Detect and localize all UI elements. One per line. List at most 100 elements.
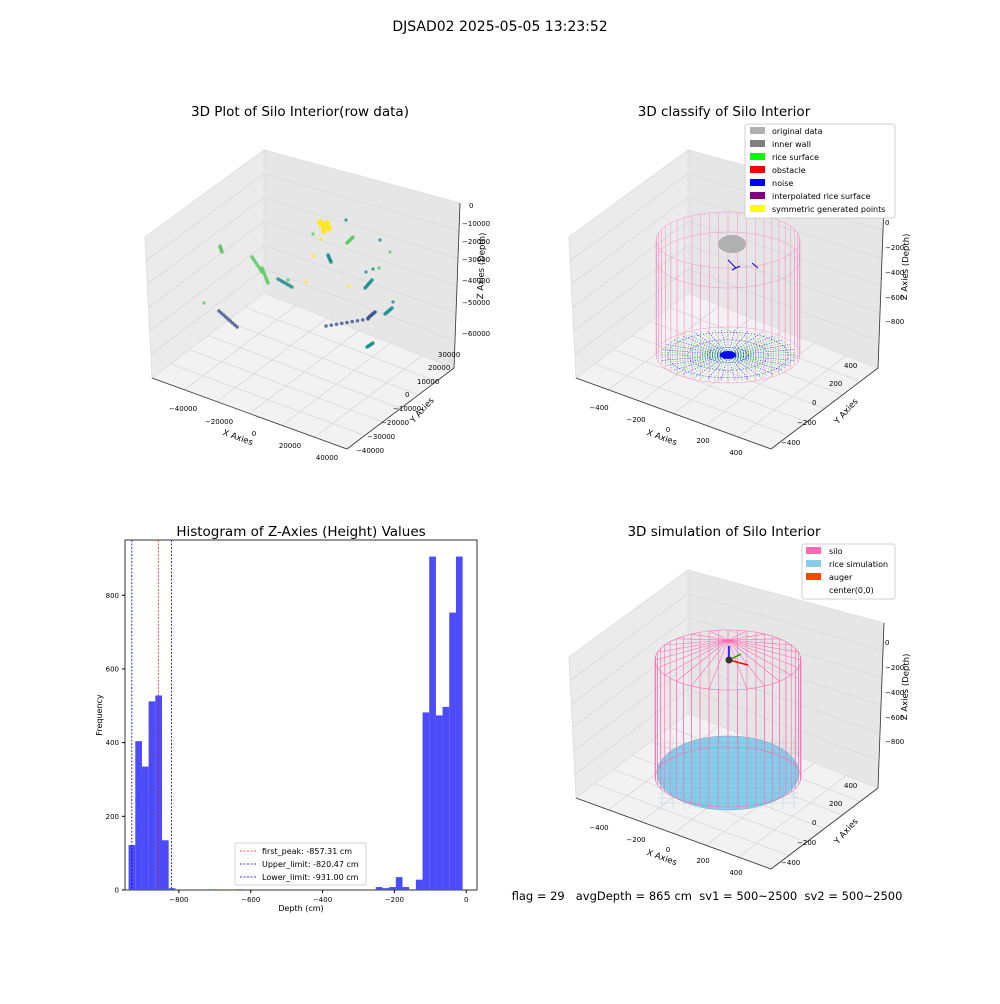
histogram-bar — [409, 889, 416, 890]
z-axis-label: Z Axies (Depth) — [476, 232, 488, 299]
y-tick-label: 200 — [829, 800, 842, 808]
y-tick-label: 0 — [405, 391, 409, 399]
y-tick-label: 30000 — [438, 351, 460, 359]
y-tick-label: 0 — [812, 399, 816, 407]
histogram-ylabel: Frequency — [95, 694, 104, 736]
histogram-bar — [141, 766, 149, 890]
x-tick-label: −400 — [589, 404, 608, 412]
x-tick-label: 400 — [729, 869, 742, 877]
z-tick-label: −60000 — [462, 330, 490, 338]
histogram-bar — [402, 887, 410, 890]
legend-label: symmetric generated points — [772, 205, 885, 214]
z-tick-label: −200 — [885, 664, 904, 672]
y-tick-label: −30000 — [367, 433, 395, 441]
original-data-cluster — [718, 235, 746, 253]
y-tick-label: 200 — [106, 813, 119, 821]
legend-swatch — [750, 192, 765, 199]
y-tick-label: −10000 — [393, 405, 421, 413]
histogram-bar — [415, 879, 423, 890]
histogram-bar — [235, 889, 243, 890]
z-tick-label: −30000 — [462, 256, 490, 264]
x-tick-label: 200 — [696, 437, 709, 445]
silo-wireframe — [655, 211, 801, 384]
y-tick-label: 400 — [844, 782, 857, 790]
z-tick-label: −400 — [885, 689, 904, 697]
legend-label: rice surface — [772, 153, 819, 162]
axes-gridlines — [569, 173, 884, 438]
histogram-bar — [382, 888, 390, 890]
axes-gridlines — [145, 173, 460, 438]
x-tick-label: 20000 — [279, 442, 301, 450]
x-tick-label: −800 — [169, 896, 188, 904]
legend-label: obstacle — [772, 166, 806, 175]
x-tick-label: 0 — [252, 430, 256, 438]
legend-label: first_peak: -857.31 cm — [262, 847, 352, 856]
z-tick-label: −40000 — [462, 277, 490, 285]
legend-frame — [801, 543, 896, 600]
y-tick-label: 400 — [844, 362, 857, 370]
x-tick-label: 0 — [666, 426, 670, 434]
noise-center-cluster — [720, 351, 736, 359]
legend-swatch — [750, 127, 765, 134]
x-tick-label: −20000 — [205, 418, 233, 426]
histogram-bar — [442, 706, 450, 890]
y-tick-label: 10000 — [417, 378, 439, 386]
z-tick-label: 0 — [885, 639, 889, 647]
z-tick-label: −400 — [885, 269, 904, 277]
legend-swatch — [806, 573, 821, 580]
panel-simulation-title: 3D simulation of Silo Interior — [627, 524, 821, 540]
legend-label: interpolated rice surface — [772, 192, 870, 201]
x-tick-label: 0 — [666, 846, 670, 854]
z-axis-label: Z Axies (Depth) — [900, 233, 912, 300]
x-tick-label: −400 — [589, 824, 608, 832]
classify-legend: original data inner wall rice surface obsta… — [744, 123, 896, 219]
z-axis-line — [877, 202, 885, 369]
histogram-bar — [135, 741, 142, 890]
x-tick-label: −200 — [385, 896, 404, 904]
z-axis-label: Z Axies (Depth) — [900, 653, 912, 720]
legend-swatch — [806, 547, 821, 554]
histogram-bar — [395, 877, 403, 890]
z-tick-label: 0 — [885, 219, 889, 227]
noise-points — [727, 259, 759, 271]
y-axis-line — [346, 367, 455, 450]
x-axis-line — [575, 377, 772, 450]
y-tick-label: −40000 — [356, 447, 384, 455]
y-tick-label: −400 — [781, 859, 800, 867]
legend-label: Upper_limit: -820.47 cm — [262, 860, 359, 869]
y-tick-label: 0 — [115, 887, 119, 895]
panel-classify-title: 3D classify of Silo Interior — [638, 104, 811, 120]
legend-swatch — [750, 140, 765, 147]
histogram-bar — [435, 715, 443, 890]
y-tick-label: −20000 — [381, 419, 409, 427]
x-tick-label: −600 — [241, 896, 260, 904]
histogram-bar — [422, 712, 430, 890]
histogram-legend: first_peak: -857.31 cm Upper_limit: -820.… — [234, 842, 367, 886]
raw-data-points — [202, 218, 395, 349]
histogram-bar — [161, 840, 169, 890]
legend-label: inner wall — [772, 140, 811, 149]
y-tick-label: 400 — [106, 739, 119, 747]
y-axis-line — [770, 367, 879, 450]
z-tick-label: −800 — [885, 738, 904, 746]
z-tick-label: 0 — [469, 202, 473, 210]
legend-swatch — [750, 166, 765, 173]
y-tick-label: 20000 — [428, 364, 450, 372]
histogram-bar — [148, 701, 156, 890]
x-tick-label: −40000 — [169, 405, 197, 413]
z-tick-label: −20000 — [462, 238, 490, 246]
histogram-bar — [389, 887, 396, 890]
legend-frame — [744, 123, 896, 219]
histogram-bar — [375, 887, 383, 890]
simulation-legend: silo rice simulation auger center(0,0) — [801, 543, 896, 600]
y-tick-label: −400 — [781, 439, 800, 447]
y-tick-label: 800 — [106, 592, 119, 600]
histogram-bar — [455, 556, 463, 890]
x-tick-label: 40000 — [316, 454, 338, 462]
panel-classify: 3D classify of Silo Interior −400 −200 0 20… — [568, 104, 912, 457]
legend-label: original data — [772, 127, 823, 136]
histogram-bar — [128, 845, 136, 890]
panel-raw-data-title: 3D Plot of Silo Interior(row data) — [191, 104, 409, 120]
legend-swatch — [806, 560, 821, 567]
legend-label: rice simulation — [829, 560, 888, 569]
